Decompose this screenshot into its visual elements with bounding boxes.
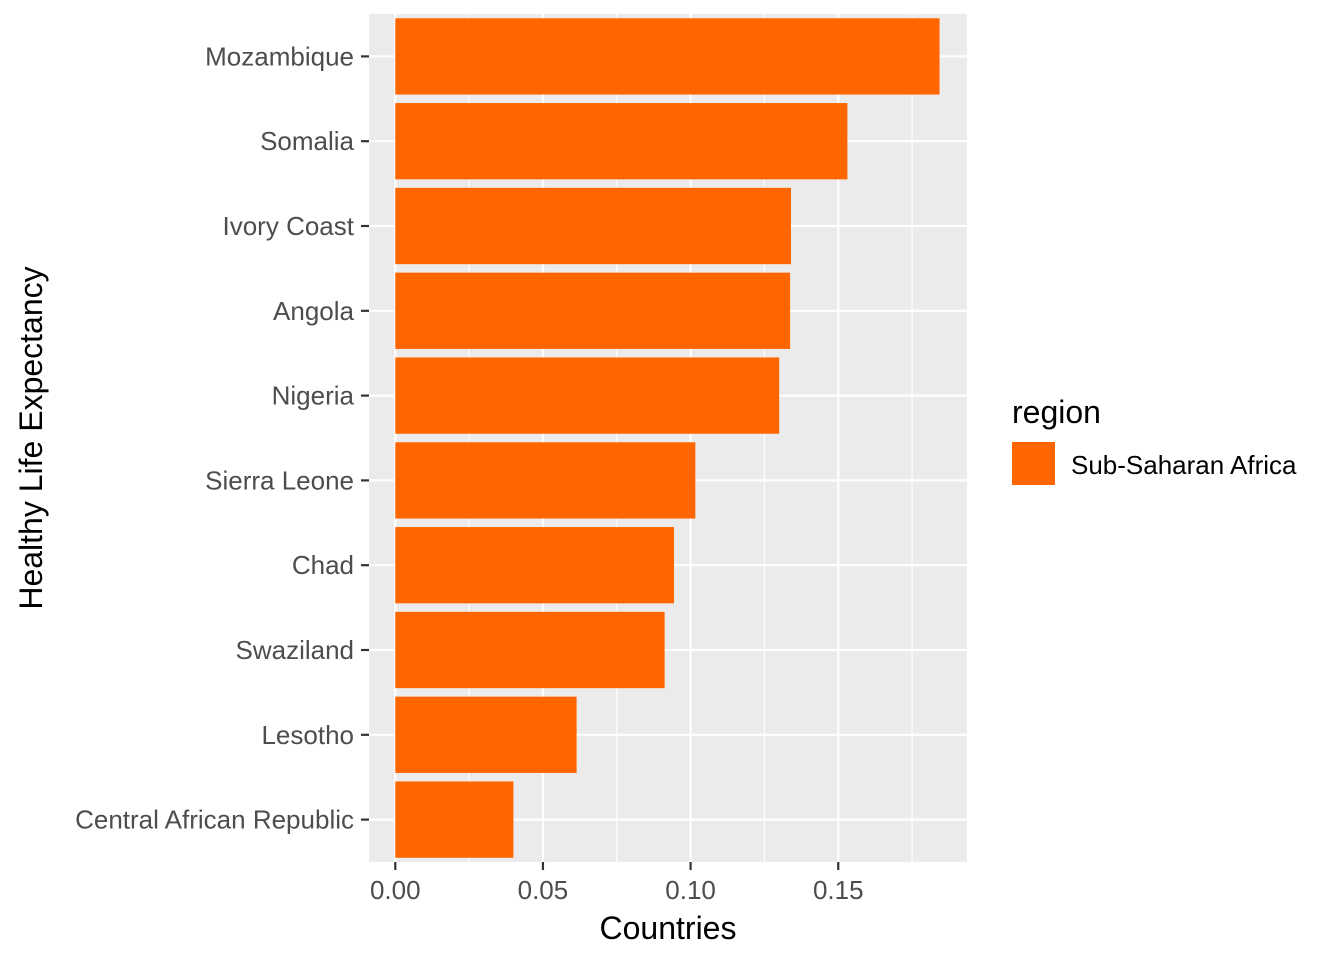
bar — [395, 187, 791, 265]
y-tick-label: Angola — [273, 296, 354, 326]
legend: region Sub-Saharan Africa — [1012, 394, 1297, 485]
bar — [395, 272, 791, 349]
bar — [395, 611, 665, 689]
y-tick-label: Chad — [292, 550, 354, 580]
y-tick-label: Sierra Leone — [205, 465, 354, 495]
y-tick-label: Nigeria — [272, 381, 355, 411]
bar — [395, 696, 577, 773]
x-tick-label: 0.10 — [665, 875, 716, 905]
y-tick-label: Central African Republic — [75, 805, 354, 835]
y-axis-title: Healthy Life Expectancy — [13, 266, 49, 609]
x-tick-label: 0.05 — [518, 875, 569, 905]
y-axis: Mozambique Somalia Ivory Coast Angola Nigeri… — [75, 41, 369, 835]
legend-key — [1012, 442, 1055, 485]
bar — [395, 781, 514, 858]
legend-title: region — [1012, 394, 1101, 430]
x-tick-label: 0.15 — [813, 875, 864, 905]
y-tick-label: Somalia — [260, 126, 354, 156]
bar — [395, 18, 940, 95]
y-tick-label: Lesotho — [261, 720, 354, 750]
bar — [395, 357, 780, 434]
legend-label: Sub-Saharan Africa — [1071, 450, 1297, 480]
x-axis: 0.00 0.05 0.10 0.15 — [370, 862, 864, 905]
bar — [395, 103, 848, 180]
bar — [395, 527, 675, 604]
x-axis-title: Countries — [600, 910, 737, 946]
y-tick-label: Ivory Coast — [223, 211, 355, 241]
bar — [395, 442, 696, 519]
y-tick-label: Mozambique — [205, 41, 354, 71]
x-tick-label: 0.00 — [370, 875, 421, 905]
bars — [395, 18, 940, 858]
y-tick-label: Swaziland — [235, 635, 354, 665]
